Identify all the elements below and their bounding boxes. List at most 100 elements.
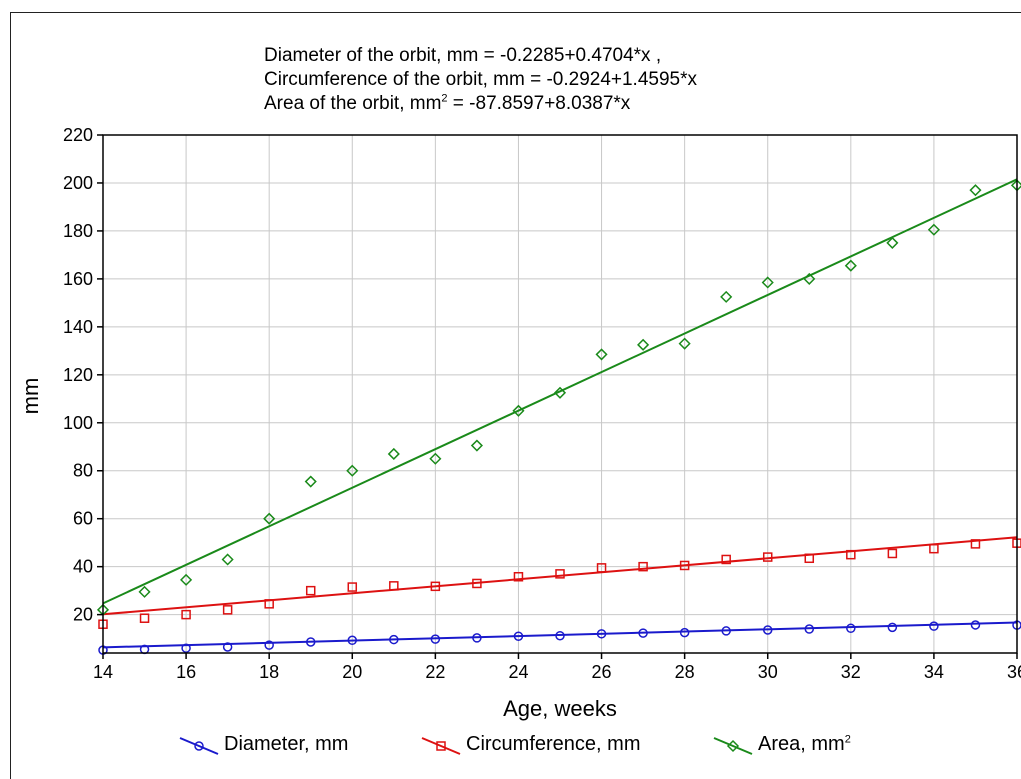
data-point-circumference [181, 609, 191, 620]
data-point-diameter [222, 642, 233, 652]
data-point-circumference [721, 554, 731, 565]
data-point-diameter [347, 635, 358, 646]
diameter-equation: Diameter of the orbit, mm = -0.2285+0.47… [264, 45, 662, 66]
data-point-area [844, 259, 857, 272]
x-tick-label: 16 [176, 662, 196, 682]
legend-label-area: Area, mm2 [758, 733, 851, 756]
data-point-circumference [347, 582, 358, 592]
circumference-equation: Circumference of the orbit, mm = -0.2924… [264, 69, 698, 90]
data-point-diameter [389, 634, 399, 645]
y-tick-label: 140 [63, 317, 93, 337]
x-tick-label: 30 [758, 662, 778, 682]
y-axis-ticks: 20 40 60 80 100 120 140 160 180 200 220 [63, 125, 103, 625]
y-tick-label: 40 [73, 557, 93, 577]
fit-lines [102, 178, 1018, 649]
data-point-diameter [679, 627, 690, 638]
data-point-circumference [970, 539, 981, 549]
data-point-area [927, 223, 940, 236]
data-point-area [553, 386, 567, 399]
legend-label-area-sup: 2 [844, 733, 851, 746]
data-point-diameter [305, 637, 316, 647]
data-point-diameter [555, 630, 565, 641]
data-point-area [678, 337, 691, 350]
legend-item-diameter: Diameter, mm [178, 733, 348, 756]
x-tick-label: 36 [1007, 662, 1021, 682]
plot-area-border [102, 134, 1018, 654]
data-point-diameter [513, 631, 524, 641]
legend-label-area-text: Area, mm [758, 733, 845, 755]
data-point-area [761, 276, 774, 289]
data-point-diameter [264, 640, 274, 650]
data-point-area [263, 512, 276, 525]
data-point-area [304, 475, 317, 488]
data-point-diameter [472, 633, 482, 643]
data-point-diameter [596, 629, 607, 639]
data-point-circumference [887, 548, 898, 559]
y-tick-label: 180 [63, 221, 93, 241]
x-tick-label: 28 [675, 662, 695, 682]
y-tick-label: 60 [73, 509, 93, 529]
data-point-diameter [430, 634, 441, 644]
x-tick-label: 32 [841, 662, 861, 682]
data-point-circumference [472, 578, 482, 589]
data-point-area [720, 290, 733, 303]
data-point-circumference [305, 585, 316, 596]
x-tick-label: 18 [259, 662, 279, 682]
data-point-diameter [887, 622, 898, 633]
x-tick-label: 20 [342, 662, 362, 682]
data-point-area [512, 404, 525, 417]
data-point-area [803, 272, 816, 285]
regression-equations: Diameter of the orbit, mm = -0.2285+0.47… [264, 44, 697, 116]
data-point-diameter [846, 623, 856, 634]
data-point-area [429, 452, 442, 465]
y-tick-label: 220 [63, 125, 93, 145]
data-point-diameter [638, 628, 648, 638]
data-point-circumference [513, 571, 524, 582]
y-axis-title: mm [18, 378, 43, 415]
data-point-area [969, 184, 982, 197]
area-equation-prefix: Area of the orbit, mm [264, 93, 442, 114]
data-point-circumference [638, 561, 648, 572]
legend-swatch-diameter [179, 736, 219, 755]
y-tick-label: 100 [63, 413, 93, 433]
data-points [96, 179, 1021, 655]
data-point-circumference [679, 560, 690, 571]
legend-item-circumference: Circumference, mm [420, 733, 640, 756]
x-tick-label: 26 [592, 662, 612, 682]
x-tick-label: 24 [508, 662, 528, 682]
y-tick-label: 80 [73, 461, 93, 481]
data-point-area [221, 553, 234, 566]
data-point-diameter [721, 626, 731, 636]
data-point-diameter [929, 621, 939, 631]
chart-frame [10, 12, 1021, 779]
data-point-circumference [264, 599, 274, 609]
y-tick-label: 120 [63, 365, 93, 385]
data-point-area [470, 439, 483, 452]
data-point-diameter [804, 624, 815, 634]
data-point-circumference [596, 563, 607, 573]
data-point-circumference [389, 581, 399, 591]
legend-item-area: Area, mm2 [712, 733, 851, 756]
x-tick-label: 22 [425, 662, 445, 682]
data-point-area [886, 236, 899, 249]
data-point-circumference [804, 553, 815, 564]
data-point-area [346, 464, 359, 477]
fit-line-diameter [102, 621, 1018, 649]
data-point-area [637, 338, 650, 351]
x-tick-label: 34 [924, 662, 944, 682]
fit-line-circumference [102, 536, 1018, 616]
data-point-circumference [846, 549, 856, 560]
legend-label-diameter: Diameter, mm [224, 733, 349, 755]
data-point-diameter [181, 643, 191, 653]
x-axis-ticks: 14 16 18 20 22 24 26 28 30 32 34 36 [93, 653, 1021, 682]
data-point-area [138, 585, 151, 598]
data-point-circumference [139, 613, 150, 623]
data-point-circumference [555, 569, 565, 579]
legend-label-circumference: Circumference, mm [466, 733, 641, 755]
data-point-diameter [970, 620, 981, 630]
data-point-area [387, 447, 400, 461]
data-point-area [180, 573, 193, 586]
data-point-area [595, 348, 608, 361]
legend-swatch-area [713, 736, 753, 755]
